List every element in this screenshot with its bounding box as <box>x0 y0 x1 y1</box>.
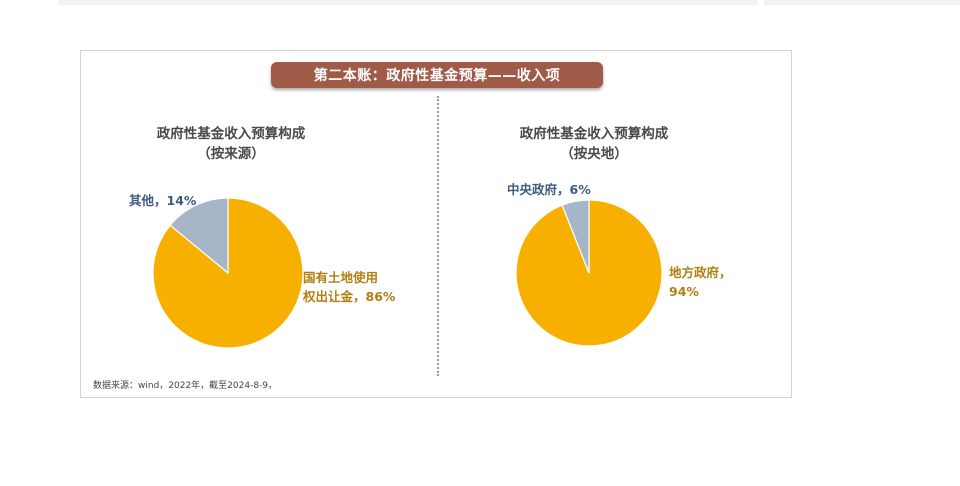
pie-slice <box>169 197 229 275</box>
chart-title-left: 政府性基金收入预算构成 （按来源） <box>121 124 341 164</box>
slice-label: 中央政府，6% <box>507 182 591 197</box>
chart-title: 政府性基金收入预算构成 <box>156 126 306 142</box>
slice-label: 国有土地使用权出让金，86% <box>302 270 396 304</box>
slice-label: 地方政府， 94% <box>669 265 732 299</box>
figure-panel: 第二本账：政府性基金预算——收入项 政府性基金收入预算构成 （按来源） 政府性基… <box>80 50 792 398</box>
pie-charts: 国有土地使用权出让金，86% 其他，14% 地方政府， 94% 中央政府，6% <box>129 182 732 349</box>
chart-subtitle: （按央地） <box>560 146 628 162</box>
chart-subtitle: （按来源） <box>197 146 265 162</box>
top-strip <box>58 0 758 5</box>
divider-line <box>437 96 439 376</box>
slice-label: 其他，14% <box>129 193 197 208</box>
banner-title: 第二本账：政府性基金预算——收入项 <box>271 62 603 88</box>
chart-title-right: 政府性基金收入预算构成 （按央地） <box>484 124 704 164</box>
pie-slice <box>561 199 590 274</box>
chart-title: 政府性基金收入预算构成 <box>519 126 669 142</box>
top-strip <box>764 0 960 5</box>
source-note: 数据来源：wind，2022年，截至2024-8-9， <box>93 381 278 391</box>
